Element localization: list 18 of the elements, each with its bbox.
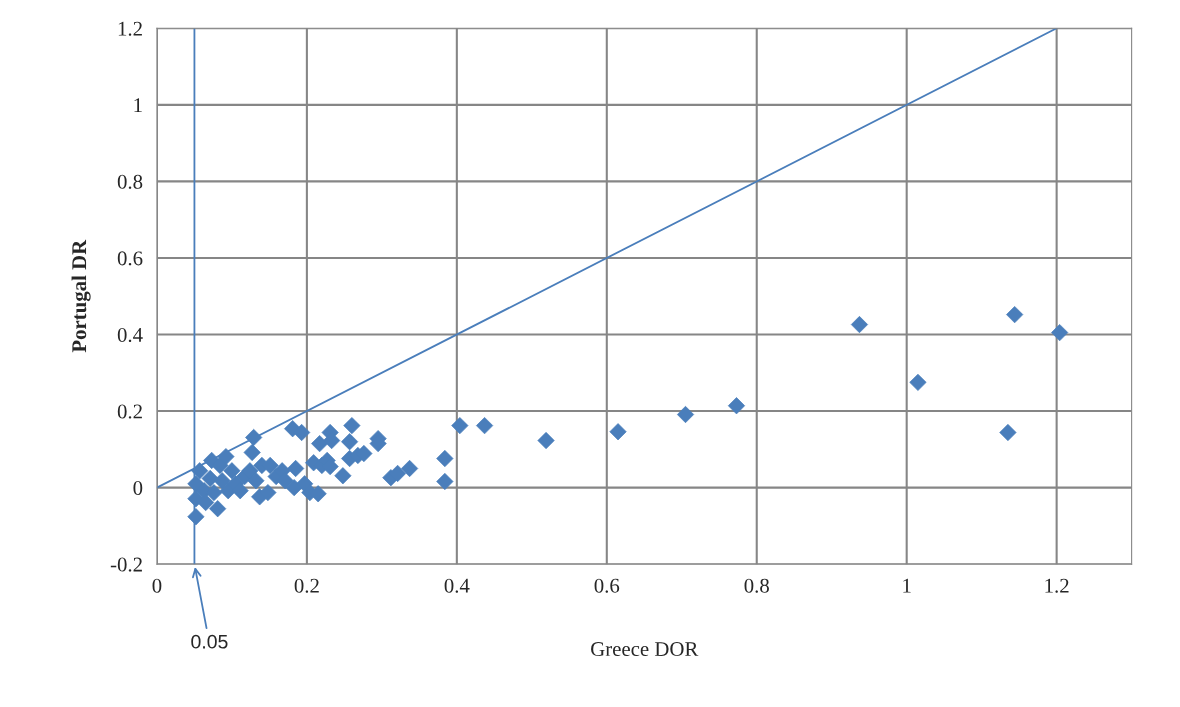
- y-tick-label: 1.2: [118, 21, 142, 36]
- y-tick-label: 0: [133, 481, 143, 496]
- y-tick-label: 0.8: [117, 174, 143, 189]
- y-tick-label: 0.2: [117, 404, 142, 419]
- x-tick-label: 1.2: [1045, 578, 1069, 593]
- y-axis-title: Portugal DR: [71, 239, 91, 353]
- y-tick-label: 1: [134, 98, 142, 113]
- x-tick-label: 0.6: [594, 578, 620, 593]
- annotation: 0.05: [191, 634, 228, 649]
- y-tick-label: -0.2: [110, 557, 142, 572]
- y-tick-label: 0.4: [117, 327, 143, 343]
- x-tick-label: 0.8: [744, 578, 769, 593]
- x-tick-label: 1: [903, 578, 911, 593]
- x-axis-title: Greece DOR: [591, 642, 699, 657]
- x-tick-label: 0.4: [444, 578, 470, 593]
- y-tick-label: 0.6: [117, 251, 143, 266]
- x-tick-label: 0.2: [294, 578, 319, 593]
- x-tick-label: 0: [152, 578, 162, 593]
